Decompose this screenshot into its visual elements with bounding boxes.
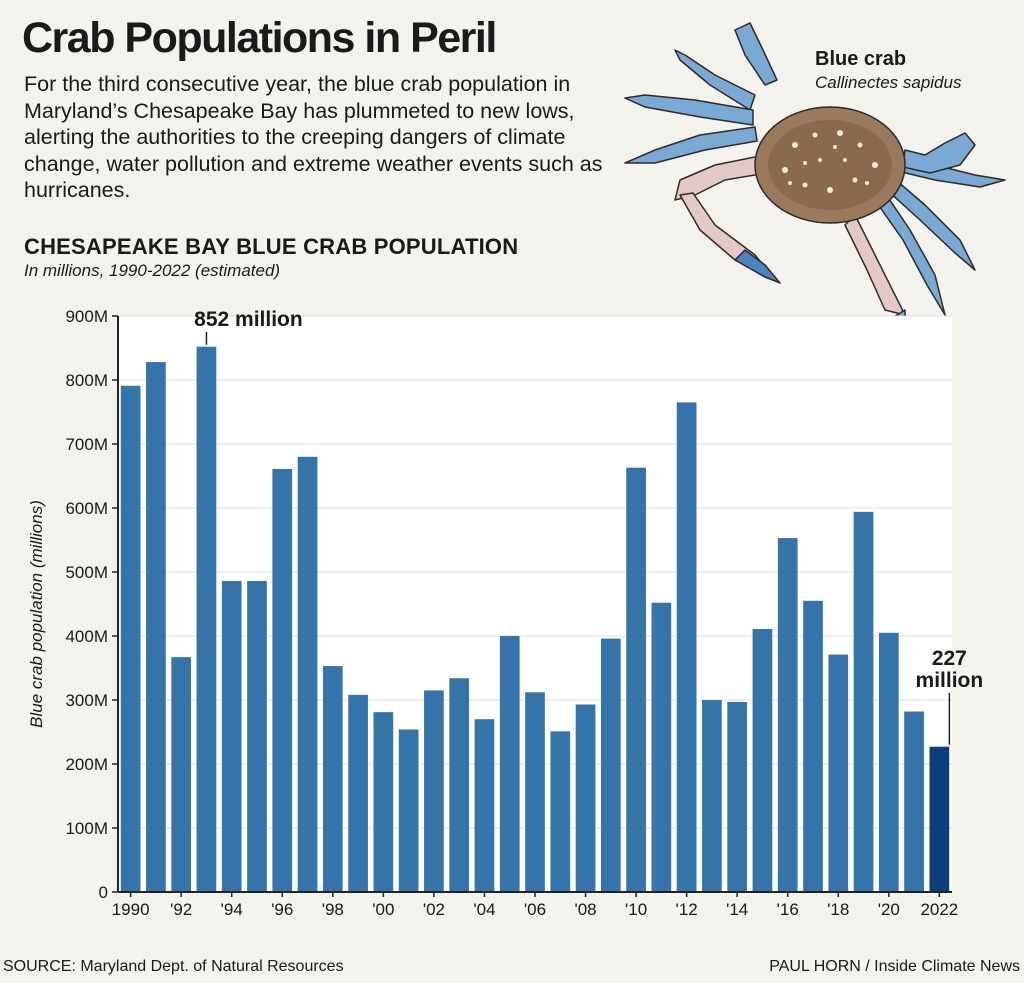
- bar-1994: [221, 580, 242, 892]
- y-tick-label: 900M: [65, 307, 108, 326]
- x-tick-label: '92: [170, 900, 192, 919]
- chart-subtitle: In millions, 1990-2022 (estimated): [24, 261, 281, 280]
- crab-label: Blue crab Callinectes sapidus: [815, 48, 961, 93]
- x-tick-label: '16: [777, 900, 799, 919]
- bar-2018: [828, 654, 849, 892]
- bar-1991: [146, 362, 166, 893]
- x-tick-label: '12: [676, 900, 698, 919]
- chart-title: CHESAPEAKE BAY BLUE CRAB POPULATION: [24, 234, 519, 259]
- y-tick-label: 100M: [65, 819, 108, 838]
- y-tick-label: 600M: [65, 499, 108, 518]
- y-tick-label: 200M: [65, 755, 108, 774]
- bar-2011: [651, 602, 672, 892]
- bar-2016: [777, 538, 798, 892]
- description: For the third consecutive year, the blue…: [24, 72, 603, 202]
- y-tick-label: 800M: [65, 371, 108, 390]
- bar-2005: [499, 636, 520, 892]
- bar-2009: [600, 638, 621, 892]
- bar-2017: [803, 600, 823, 892]
- x-tick-label: 2022: [920, 900, 958, 919]
- bar-2019: [853, 511, 874, 892]
- x-tick-label: '14: [726, 900, 748, 919]
- bar-2008: [575, 704, 596, 892]
- bar-2022: [929, 746, 950, 892]
- x-tick-label: '06: [524, 900, 546, 919]
- credit-note: PAUL HORN / Inside Climate News: [769, 958, 1020, 975]
- x-tick-label: '20: [878, 900, 900, 919]
- x-tick-label: '10: [625, 900, 647, 919]
- bar-2002: [424, 690, 444, 892]
- bar-1990: [120, 385, 141, 892]
- bar-2006: [525, 692, 545, 892]
- bar-2007: [550, 731, 571, 892]
- x-tick-label: '98: [322, 900, 344, 919]
- bar-2013: [702, 700, 722, 892]
- x-tick-label: '00: [372, 900, 394, 919]
- bar-1996: [272, 468, 293, 892]
- bar-2020: [878, 632, 899, 892]
- bar-1998: [322, 666, 343, 892]
- annotation-label: million: [916, 669, 984, 692]
- bar-2004: [474, 719, 495, 892]
- annotation-label: 227: [932, 647, 967, 670]
- bar-2014: [727, 701, 748, 892]
- plot-area: [118, 316, 952, 892]
- bar-1993: [196, 346, 217, 893]
- x-tick-label: '02: [423, 900, 445, 919]
- bar-1997: [297, 456, 318, 892]
- y-tick-label: 0: [99, 883, 108, 902]
- y-tick-label: 700M: [65, 435, 108, 454]
- bar-2010: [626, 467, 646, 892]
- bar-2003: [449, 678, 470, 892]
- bar-2000: [373, 712, 394, 892]
- source-note: SOURCE: Maryland Dept. of Natural Resour…: [3, 958, 344, 975]
- page-title: Crab Populations in Peril: [22, 14, 497, 62]
- x-tick-label: '04: [473, 900, 495, 919]
- y-tick-label: 500M: [65, 563, 108, 582]
- bar-1992: [171, 657, 192, 892]
- bar-2001: [398, 729, 419, 892]
- x-tick-label: '18: [827, 900, 849, 919]
- x-tick-label: '94: [221, 900, 243, 919]
- annotation-label: 852 million: [194, 308, 303, 331]
- bar-2021: [904, 711, 924, 892]
- bar-2012: [676, 402, 697, 892]
- bar-1999: [348, 694, 368, 892]
- x-tick-label: '96: [271, 900, 293, 919]
- bar-2015: [752, 628, 773, 892]
- bar-1995: [247, 580, 267, 892]
- y-tick-label: 400M: [65, 627, 108, 646]
- x-tick-label: '08: [574, 900, 596, 919]
- y-tick-label: 300M: [65, 691, 108, 710]
- y-axis-label: Blue crab population (millions): [27, 500, 46, 728]
- crab-scientific-name: Callinectes sapidus: [815, 73, 962, 92]
- crab-common-name: Blue crab: [815, 48, 907, 70]
- x-tick-label: 1990: [112, 900, 150, 919]
